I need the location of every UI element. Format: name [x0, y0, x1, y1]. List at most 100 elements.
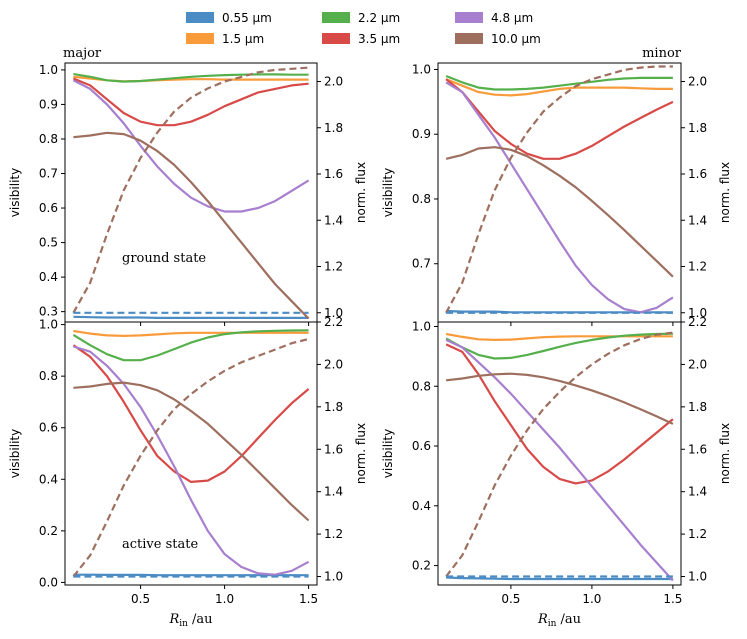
- series-line-10-0m-flux: [445, 331, 674, 578]
- series-lines: [445, 331, 674, 582]
- panel-title: minor: [642, 46, 682, 61]
- y-tick-label: 0.7: [412, 257, 431, 271]
- series-lines: [445, 65, 674, 314]
- series-lines: [72, 66, 310, 320]
- y2-tick-label: 1.8: [688, 121, 707, 135]
- series-line-10-0m: [445, 372, 674, 425]
- y2-tick-label: 2.0: [324, 357, 343, 371]
- series-line-10-0m-flux: [72, 337, 309, 578]
- y-tick-label: 0.9: [412, 127, 431, 141]
- y2-tick-label: 1.2: [688, 260, 707, 274]
- x-tick-label: 1.0: [582, 592, 601, 606]
- y2-tick-label: 1.2: [324, 527, 343, 541]
- y-axis-label: visibility: [8, 168, 22, 217]
- y2-tick-label: 1.0: [688, 570, 707, 584]
- series-line-10-0m-flux: [72, 66, 309, 314]
- series-line-2-2m: [73, 73, 309, 83]
- y-tick-label: 0.8: [39, 369, 58, 383]
- series-line-4-8m: [445, 81, 674, 314]
- chart-top-left: 0.3 0.4 0.5 0.6 0.7 0.8 0.9 1.0 1.0 1.2 1.4 1.6 1.8 2…: [8, 46, 368, 326]
- y-tick-label: 0.0: [39, 575, 58, 589]
- y-tick-label: 0.3: [39, 305, 58, 319]
- panel-annotation: ground state: [122, 251, 206, 266]
- series-line-0-55m: [446, 576, 673, 581]
- y-tick-label: 0.9: [39, 97, 58, 111]
- y2-tick-label: 1.6: [324, 167, 343, 181]
- y-tick-label: 0.4: [39, 472, 58, 486]
- y-tick-label: 0.6: [39, 201, 58, 215]
- series-line-10-0m: [73, 131, 310, 320]
- chart-top-right: 0.7 0.8 0.9 1.0 1.0 1.2 1.4 1.6 1.8 2.0 visibility…: [381, 46, 732, 326]
- legend: 0.55 μm 1.5 μm 2.2 μm 3.5 μm 4.8 μm 10.0 μm: [186, 11, 541, 46]
- y-axis-label: visibility: [381, 429, 395, 478]
- legend-label: 10.0 μm: [491, 32, 541, 46]
- y2-tick-label: 1.4: [688, 485, 707, 499]
- y-tick-label: 1.0: [39, 63, 58, 77]
- y2-tick-label: 1.4: [324, 213, 343, 227]
- series-line-4-8m: [73, 345, 310, 576]
- series-line-1-5m: [445, 78, 673, 97]
- y-tick-label: 0.8: [412, 379, 431, 393]
- x-axis-label: Rin /au: [168, 612, 212, 629]
- y2-axis-label: norm. flux: [718, 423, 732, 484]
- chart-bottom-right: 0.2 0.4 0.6 0.8 1.0 1.0 1.2 1.4 1.6 1.8 2.0 2.2 0.5 1…: [381, 315, 732, 606]
- y2-axis-label: norm. flux: [718, 162, 732, 223]
- series-line-1-5m: [445, 332, 673, 341]
- y-axis-label: visibility: [8, 429, 22, 478]
- series-line-10-0m: [73, 381, 310, 522]
- panel-annotation: active state: [122, 537, 198, 552]
- y2-tick-label: 2.0: [324, 75, 343, 89]
- legend-swatch: [455, 33, 483, 44]
- y2-tick-label: 1.6: [688, 167, 707, 181]
- panel-title: major: [63, 46, 102, 61]
- y2-tick-label: 1.8: [324, 400, 343, 414]
- axes-frame: [437, 321, 682, 586]
- y-tick-label: 0.4: [412, 499, 431, 513]
- chart-bottom-left: 0.0 0.2 0.4 0.6 0.8 1.0 1.0 1.2 1.4 1.6 1.8 2.0 2.2 0…: [8, 315, 368, 606]
- series-line-3-5m: [72, 77, 309, 127]
- y-tick-label: 0.4: [39, 270, 58, 284]
- series-line-0-55m: [73, 315, 309, 319]
- y2-tick-label: 1.4: [688, 213, 707, 227]
- y-tick-label: 1.0: [39, 318, 58, 332]
- series-lines: [72, 329, 310, 578]
- x-tick-label: 1.5: [663, 592, 682, 606]
- series-line-2-2m: [445, 74, 673, 91]
- series-line-4-8m: [445, 338, 674, 582]
- y-tick-label: 0.7: [39, 167, 58, 181]
- series-line-3-5m: [72, 344, 310, 483]
- y2-tick-label: 1.2: [688, 527, 707, 541]
- y2-tick-label: 1.0: [324, 570, 343, 584]
- x-tick-label: 1.0: [215, 592, 234, 606]
- legend-label: 3.5 μm: [358, 32, 400, 46]
- legend-swatch: [186, 33, 214, 44]
- legend-label: 0.55 μm: [222, 11, 272, 25]
- legend-swatch: [322, 12, 350, 23]
- series-line-2-2m: [72, 329, 309, 362]
- y-axis-label: visibility: [381, 168, 395, 217]
- y-tick-label: 0.6: [412, 439, 431, 453]
- y2-tick-label: 2.0: [688, 75, 707, 89]
- series-line-10-0m-flux: [445, 65, 673, 314]
- y-tick-label: 0.8: [412, 192, 431, 206]
- axes-frame: [437, 62, 682, 323]
- y2-tick-label: 1.8: [688, 400, 707, 414]
- x-tick-label: 0.5: [131, 592, 150, 606]
- series-line-2-2m: [445, 332, 673, 360]
- x-axis-label: Rin /au: [537, 612, 581, 629]
- y-tick-label: 0.2: [39, 524, 58, 538]
- y2-tick-label: 1.0: [688, 306, 707, 320]
- legend-label: 1.5 μm: [222, 32, 264, 46]
- series-line-10-0m: [445, 146, 674, 278]
- y-tick-label: 0.6: [39, 421, 58, 435]
- legend-swatch: [186, 12, 214, 23]
- axes-frame: [64, 321, 318, 586]
- y2-tick-label: 2.2: [324, 315, 343, 329]
- y2-tick-label: 1.4: [324, 485, 343, 499]
- series-line-4-8m: [72, 79, 310, 213]
- legend-swatch: [322, 33, 350, 44]
- y-tick-label: 0.2: [412, 559, 431, 573]
- y2-tick-label: 1.2: [324, 260, 343, 274]
- y2-tick-label: 1.0: [324, 306, 343, 320]
